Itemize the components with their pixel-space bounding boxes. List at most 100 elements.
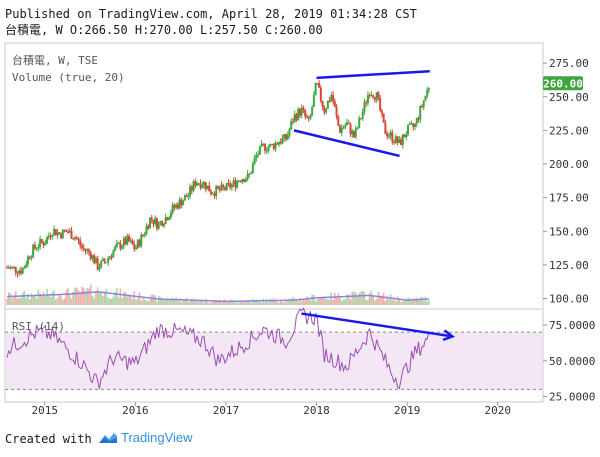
volume-ma-path: [6, 291, 430, 303]
volume-bar: [400, 301, 402, 305]
candle-body: [135, 248, 138, 250]
volume-bar: [82, 287, 85, 305]
candle-body: [164, 217, 167, 225]
candle-body: [192, 181, 195, 191]
volume-bar: [37, 289, 40, 305]
volume-bar: [274, 300, 277, 305]
candle-body: [384, 122, 387, 134]
volume-bar: [154, 295, 157, 305]
volume-bar: [403, 298, 406, 305]
candle-body: [199, 183, 202, 188]
volume-bar: [218, 299, 221, 305]
volume-bar: [203, 302, 205, 305]
price-pane-frame[interactable]: [4, 42, 544, 310]
candle-body: [260, 144, 263, 147]
candle-body: [391, 132, 394, 142]
candle-body: [274, 142, 277, 149]
volume-bar: [225, 301, 228, 305]
volume-bar: [11, 298, 14, 305]
candle-body: [68, 230, 71, 233]
volume-bar: [271, 299, 273, 305]
candle-body: [152, 219, 155, 225]
rsi-path: [6, 307, 430, 390]
volume-bar: [182, 299, 184, 305]
volume-bar: [290, 298, 293, 305]
volume-bar: [281, 301, 284, 305]
candle-body: [145, 226, 148, 234]
trendline-annotations[interactable]: [293, 69, 456, 342]
volume-bar: [325, 298, 327, 305]
candle-body: [244, 179, 247, 183]
volume-bar: [278, 302, 280, 305]
volume-bar: [177, 301, 179, 305]
candle-body: [394, 136, 397, 143]
price-axis[interactable]: 100.00 125.00 150.00 175.00 200.00 225.00 250.…: [543, 57, 589, 306]
candle-body: [264, 143, 267, 151]
candle-body: [358, 118, 361, 128]
trendline: [316, 69, 430, 80]
candle-body: [201, 185, 204, 188]
candle-body: [288, 129, 291, 136]
volume-bar: [20, 298, 22, 305]
volume-bar: [44, 296, 47, 305]
candle-body: [58, 232, 61, 234]
candle-body: [175, 204, 178, 208]
volume-bar: [370, 290, 373, 305]
volume-bar: [194, 299, 197, 305]
time-tick-label: 2018: [303, 404, 330, 417]
candle-body: [234, 180, 237, 188]
volume-bar: [335, 297, 338, 305]
candle-body: [161, 221, 164, 227]
rsi-axis[interactable]: 25.0000 50.0000 75.0000: [543, 319, 595, 404]
candle-body: [56, 232, 59, 236]
volume-bar: [145, 300, 148, 305]
time-tick-label: 2019: [394, 404, 421, 417]
volume-bar: [35, 298, 38, 305]
volume-bar: [150, 294, 153, 305]
candle-body: [44, 243, 47, 246]
time-axis[interactable]: 2015 2016 2017 2018 2019 2020: [32, 402, 512, 417]
candle-body: [119, 242, 122, 249]
volume-bar: [138, 291, 141, 305]
tradingview-link[interactable]: TradingView: [98, 430, 193, 445]
volume-bar: [102, 296, 104, 305]
candle-body: [307, 117, 310, 119]
volume-bar: [384, 301, 387, 305]
candle-body: [46, 237, 49, 244]
candle-body: [271, 144, 274, 146]
candle-body: [210, 191, 213, 194]
candle-body: [368, 95, 371, 97]
candle-body: [407, 124, 410, 135]
candle-body: [91, 255, 94, 259]
volume-bar: [332, 299, 334, 305]
volume-bar: [231, 300, 233, 305]
time-tick-label: 2015: [32, 404, 59, 417]
candle-body: [131, 240, 134, 245]
volume-bar: [227, 302, 230, 305]
candle-body: [103, 259, 106, 263]
candle-body: [12, 266, 15, 268]
volume-bar: [276, 301, 279, 305]
volume-bar: [175, 297, 177, 305]
volume-bar: [405, 299, 408, 305]
volume-bar: [363, 292, 366, 305]
candle-body: [342, 127, 345, 129]
volume-bar: [107, 297, 109, 305]
candle-body: [344, 125, 347, 128]
candle-body: [258, 146, 261, 155]
price-tick-label: 125.00: [549, 259, 589, 272]
volume-bar: [349, 299, 352, 305]
candle-body: [222, 184, 225, 188]
price-tick-label: 200.00: [549, 158, 589, 171]
candle-body: [79, 240, 82, 246]
candle-body: [279, 142, 282, 144]
candle-body: [286, 135, 289, 140]
candle-body: [237, 180, 240, 182]
candle-body: [213, 193, 216, 196]
volume-bar: [210, 302, 212, 305]
candle-body: [417, 117, 420, 120]
volume-bar: [91, 296, 94, 305]
candle-body: [32, 244, 35, 257]
volume-bar: [49, 296, 52, 305]
